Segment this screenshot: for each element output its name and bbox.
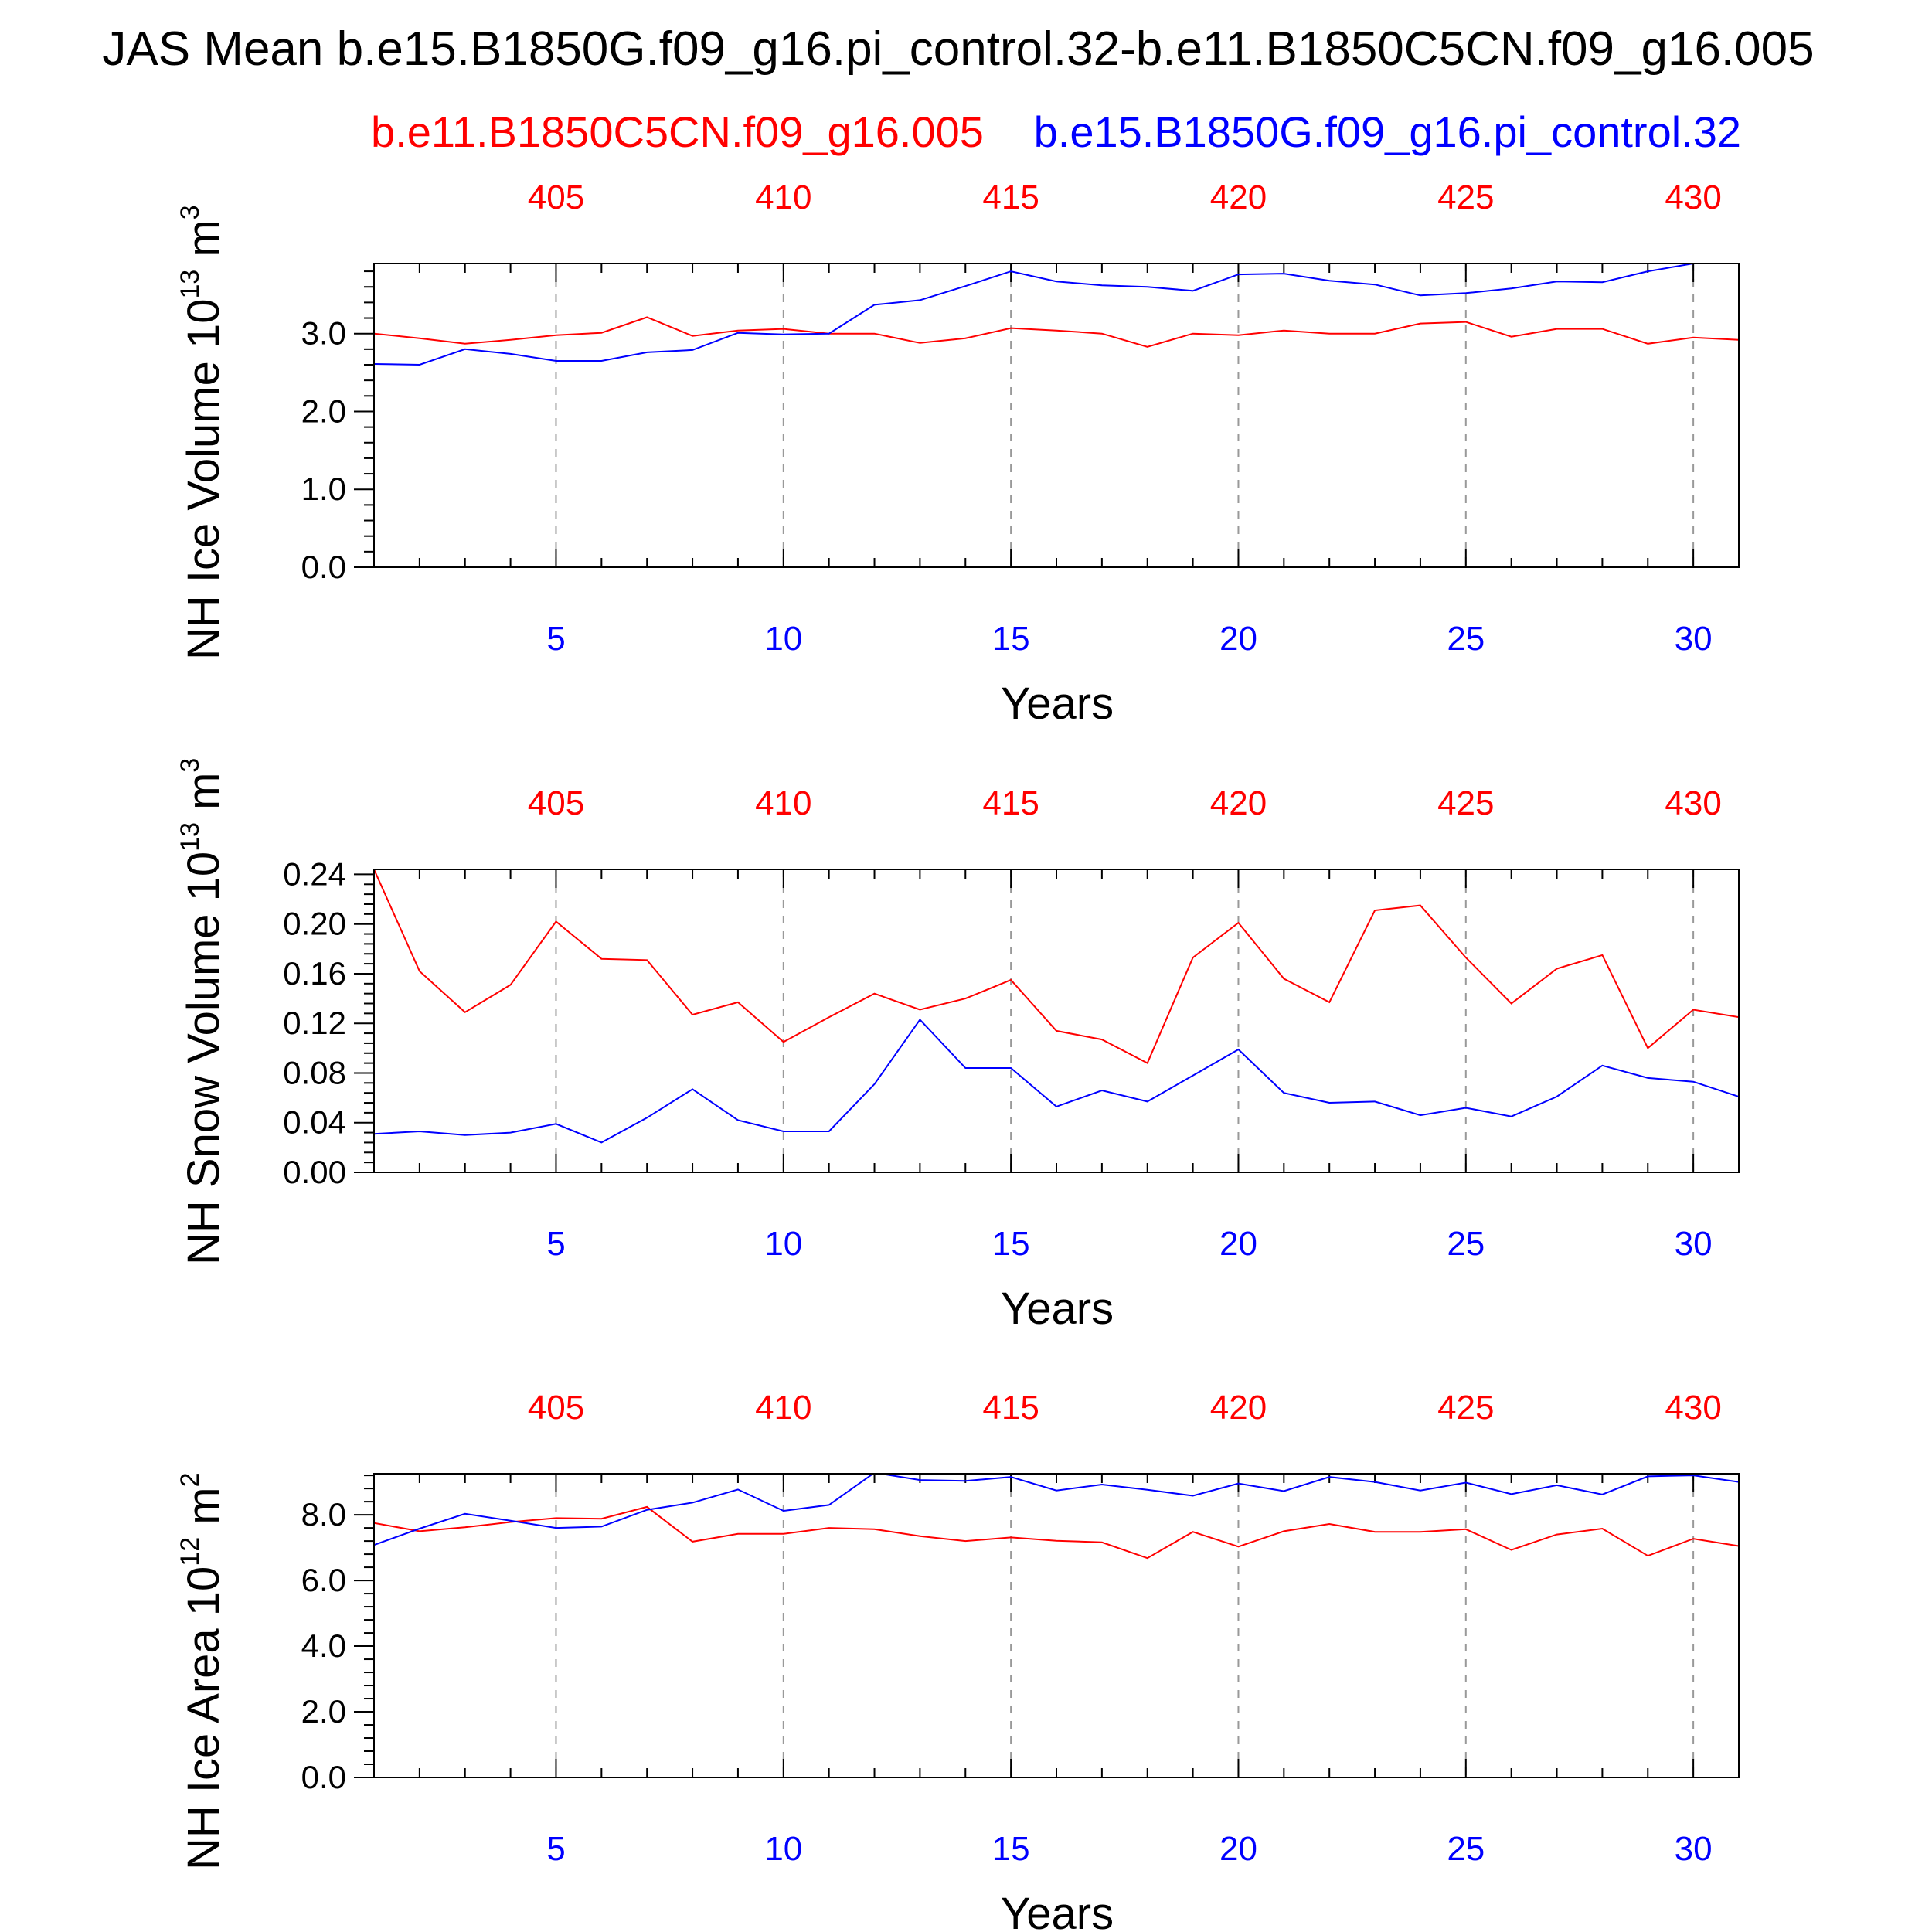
- x-tick-label-top: 415: [982, 179, 1039, 216]
- x-tick-label-bottom: 15: [992, 620, 1030, 658]
- y-tick-label: 4.0: [301, 1628, 346, 1664]
- x-tick-label-top: 430: [1665, 179, 1721, 216]
- chart-panel-2: 0.00 0.04 0.08 0.12 0.16 0.20 0.24 5 10 15 20 25 30 4…: [175, 758, 1740, 1334]
- y-axis-label: NH Snow Volume 1013 m3: [175, 758, 229, 1265]
- x-tick-label-bottom: 10: [764, 1830, 802, 1868]
- figure-title: JAS Mean b.e15.B1850G.f09_g16.pi_control…: [102, 22, 1814, 76]
- x-tick-label-top: 410: [755, 1389, 811, 1427]
- x-tick-label-bottom: 15: [992, 1225, 1030, 1263]
- x-tick-label-top: 420: [1210, 1389, 1267, 1427]
- y-tick-label: 0.0: [301, 1759, 346, 1795]
- series-red-line: [374, 869, 1739, 1064]
- y-axis-label: NH Ice Volume 1013 m3: [175, 205, 229, 660]
- y-tick-label: 3.0: [301, 315, 346, 352]
- y-tick-label: 6.0: [301, 1562, 346, 1598]
- x-tick-label-bottom: 20: [1219, 1225, 1257, 1263]
- case-label-red: b.e11.B1850C5CN.f09_g16.005: [371, 107, 984, 156]
- x-tick-label-bottom: 10: [764, 1225, 802, 1263]
- plot-frame: [373, 1473, 1740, 1778]
- x-tick-label-top: 420: [1210, 179, 1267, 216]
- x-tick-label-top: 410: [755, 784, 811, 822]
- x-tick-label-bottom: 30: [1675, 1830, 1713, 1868]
- x-tick-label-top: 425: [1437, 784, 1494, 822]
- y-tick-label: 0.20: [283, 906, 346, 942]
- x-tick-label-top: 430: [1665, 1389, 1721, 1427]
- x-tick-label-top: 430: [1665, 784, 1721, 822]
- x-tick-label-top: 410: [755, 179, 811, 216]
- x-tick-label-bottom: 15: [992, 1830, 1030, 1868]
- x-tick-label-bottom: 5: [546, 1830, 565, 1868]
- y-axis-label: NH Ice Area 1012 m2: [175, 1473, 229, 1871]
- y-tick-label: 0.24: [283, 855, 346, 892]
- x-tick-label-bottom: 30: [1675, 620, 1713, 658]
- series-blue-line: [374, 1474, 1739, 1546]
- x-axis-label: Years: [1001, 1889, 1114, 1932]
- y-tick-label: 2.0: [301, 393, 346, 429]
- x-tick-label-bottom: 30: [1675, 1225, 1713, 1263]
- y-tick-label: 0.12: [283, 1005, 346, 1041]
- x-tick-label-bottom: 5: [546, 620, 565, 658]
- y-tick-label: 0.04: [283, 1104, 346, 1141]
- x-tick-label-top: 405: [528, 1389, 584, 1427]
- x-tick-label-top: 425: [1437, 179, 1494, 216]
- plot-frame: [373, 869, 1740, 1173]
- case-label-blue: b.e15.B1850G.f09_g16.pi_control.32: [1034, 107, 1741, 156]
- chart-panel-1: 0.0 1.0 2.0 3.0 5 10 15 20 25 30 405 410 415 420 425 43…: [175, 179, 1740, 729]
- y-tick-label: 0.08: [283, 1054, 346, 1090]
- x-tick-label-top: 420: [1210, 784, 1267, 822]
- x-tick-label-top: 415: [982, 1389, 1039, 1427]
- x-tick-label-bottom: 25: [1447, 1225, 1485, 1263]
- y-tick-label: 2.0: [301, 1693, 346, 1730]
- x-tick-label-bottom: 5: [546, 1225, 565, 1263]
- series-red-line: [374, 1505, 1739, 1560]
- x-tick-label-bottom: 10: [764, 620, 802, 658]
- y-tick-label: 0.16: [283, 955, 346, 992]
- x-tick-label-top: 405: [528, 784, 584, 822]
- series-blue-line: [374, 1018, 1739, 1144]
- y-tick-label: 1.0: [301, 471, 346, 507]
- series-blue-line: [374, 264, 1701, 366]
- x-tick-label-bottom: 20: [1219, 1830, 1257, 1868]
- x-tick-label-bottom: 25: [1447, 1830, 1485, 1868]
- plot-frame: [373, 263, 1740, 568]
- y-tick-label: 8.0: [301, 1496, 346, 1532]
- x-tick-label-top: 425: [1437, 1389, 1494, 1427]
- y-tick-label: 0.00: [283, 1154, 346, 1190]
- x-tick-label-bottom: 25: [1447, 620, 1485, 658]
- panels-group: 0.0 1.0 2.0 3.0 5 10 15 20 25 30 405 410 415 420 425 43…: [175, 179, 1740, 1932]
- series-red-line: [374, 316, 1739, 348]
- x-tick-label-top: 405: [528, 179, 584, 216]
- x-tick-label-bottom: 20: [1219, 620, 1257, 658]
- chart-panel-3: 0.0 2.0 4.0 6.0 8.0 5 10 15 20 25 30 405 410 415 420 42…: [175, 1389, 1740, 1932]
- x-axis-label: Years: [1001, 1284, 1114, 1334]
- x-axis-label: Years: [1001, 679, 1114, 729]
- y-tick-label: 0.0: [301, 549, 346, 585]
- x-tick-label-top: 415: [982, 784, 1039, 822]
